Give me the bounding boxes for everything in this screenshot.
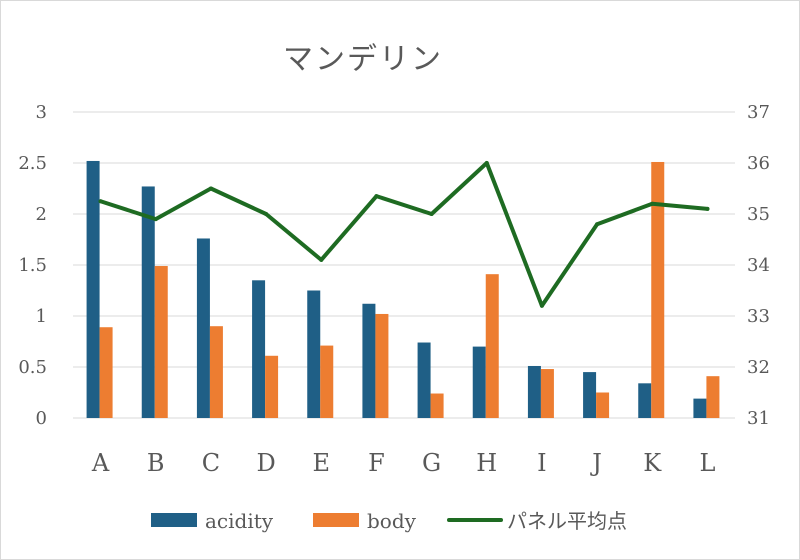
y-tick-label: 0 — [36, 408, 47, 429]
y-tick-label: 2 — [36, 204, 47, 225]
line-series — [98, 161, 710, 308]
body-bar-L — [706, 376, 720, 418]
acidity-bar-G — [417, 342, 431, 418]
body-bar-A — [99, 327, 113, 418]
acidity-bar-K — [638, 383, 652, 418]
body-bar-B — [154, 266, 168, 418]
x-tick-label: K — [643, 449, 662, 477]
panel-average-point-C — [208, 186, 213, 191]
body-bar-J — [596, 392, 610, 418]
y2-tick-label: 31 — [747, 408, 770, 429]
x-tick-label: B — [147, 449, 165, 477]
legend-label: パネル平均点 — [507, 509, 627, 533]
y-tick-label: 0.5 — [18, 357, 47, 378]
body-bar-C — [209, 326, 223, 418]
legend: acidity body パネル平均点 — [151, 509, 627, 533]
x-tick-label: C — [202, 449, 220, 477]
chart-title: マンデリン — [283, 42, 443, 77]
x-tick-label: I — [537, 449, 546, 477]
y2-tick-label: 35 — [747, 204, 770, 225]
y2-tick-label: 33 — [747, 306, 770, 327]
panel-average-point-F — [374, 194, 379, 199]
gridlines — [73, 111, 735, 419]
acidity-bar-D — [252, 280, 266, 418]
y-tick-label: 1 — [36, 306, 47, 327]
panel-average-point-D — [264, 212, 269, 216]
y2-tick-label: 37 — [747, 102, 770, 123]
body-bar-D — [265, 355, 279, 418]
legend-label: body — [367, 509, 417, 533]
body-bar-E — [320, 345, 334, 418]
x-tick-label: H — [476, 449, 497, 477]
panel-average-point-H — [484, 161, 489, 165]
acidity-bar-H — [472, 346, 486, 418]
acidity-bar-I — [527, 365, 541, 418]
y-tick-label: 3 — [36, 102, 47, 123]
y-tick-label: 1.5 — [18, 255, 47, 276]
x-tick-label: F — [368, 449, 385, 477]
panel-average-point-J — [595, 222, 600, 227]
body-bar-G — [430, 393, 444, 418]
panel-average-point-E — [319, 257, 324, 262]
y2-tick-label: 34 — [747, 255, 770, 276]
body-bar-H — [485, 274, 499, 418]
acidity-bar-A — [86, 160, 100, 418]
y-tick-label: 2.5 — [18, 153, 47, 174]
panel-average-point-L — [705, 206, 710, 211]
panel-average-point-G — [429, 212, 434, 216]
acidity-bar-B — [141, 186, 155, 418]
x-tick-label: D — [256, 449, 275, 477]
body-bar-K — [651, 161, 665, 419]
acidity-bar-C — [196, 238, 210, 418]
acidity-bar-J — [583, 372, 597, 418]
panel-average-point-B — [153, 217, 158, 222]
body-bar-F — [375, 313, 389, 418]
panel-average-line — [98, 161, 710, 308]
axes: 0 0.5 1 1.5 2 2.5 3 31 32 33 34 35 36 37 A B C D E F G H I J K L — [18, 102, 770, 477]
x-tick-label: E — [312, 449, 330, 477]
acidity-bar-E — [307, 290, 321, 418]
x-tick-label: L — [699, 449, 715, 477]
panel-average-point-A — [98, 199, 103, 204]
legend-swatch-body — [313, 513, 359, 527]
legend-label: acidity — [205, 509, 274, 533]
y2-tick-label: 36 — [747, 153, 770, 174]
panel-average-point-K — [650, 201, 655, 206]
x-tick-label: J — [589, 449, 602, 477]
acidity-bar-L — [693, 398, 707, 418]
x-tick-label: A — [91, 449, 110, 477]
x-tick-label: G — [422, 449, 441, 477]
legend-swatch-acidity — [151, 513, 197, 527]
body-bar-I — [540, 369, 554, 418]
panel-average-point-I — [539, 303, 544, 308]
y2-tick-label: 32 — [747, 357, 770, 378]
bars — [86, 160, 720, 419]
acidity-bar-F — [362, 303, 376, 418]
